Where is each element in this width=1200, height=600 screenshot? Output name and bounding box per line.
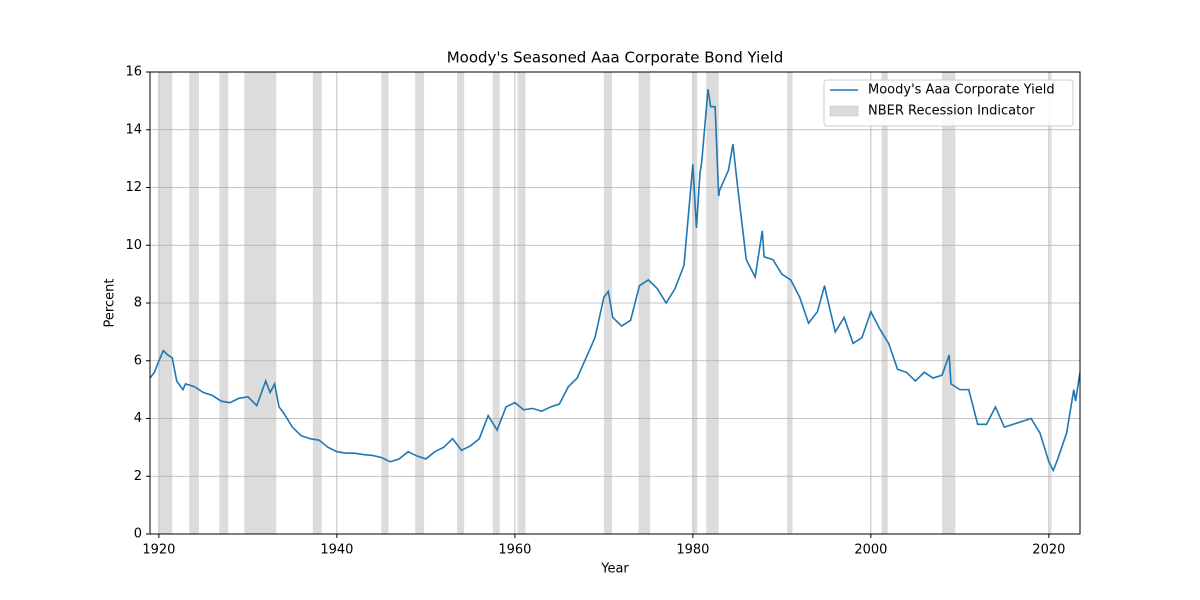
legend-swatch bbox=[829, 105, 859, 117]
legend-label: NBER Recession Indicator bbox=[868, 104, 1035, 119]
y-tick-label: 12 bbox=[125, 180, 142, 195]
x-tick-label: 2020 bbox=[1032, 543, 1065, 558]
y-tick-label: 16 bbox=[125, 65, 142, 80]
y-tick-label: 14 bbox=[125, 122, 142, 137]
y-tick-label: 4 bbox=[134, 411, 142, 426]
x-tick-label: 1920 bbox=[142, 543, 175, 558]
x-axis-label: Year bbox=[600, 562, 629, 577]
y-tick-label: 2 bbox=[134, 469, 142, 484]
x-tick-label: 1940 bbox=[320, 543, 353, 558]
legend-box bbox=[823, 79, 1074, 127]
y-tick-label: 0 bbox=[134, 527, 142, 542]
y-axis-label: Percent bbox=[103, 279, 118, 328]
y-tick-label: 6 bbox=[134, 353, 142, 368]
x-tick-label: 2000 bbox=[854, 543, 887, 558]
plot-frame bbox=[149, 71, 1081, 535]
data-line bbox=[149, 89, 1081, 473]
legend-label: Moody's Aaa Corporate Yield bbox=[868, 83, 1055, 98]
x-tick-label: 1980 bbox=[676, 543, 709, 558]
x-tick-label: 1960 bbox=[498, 543, 531, 558]
chart-title: Moody's Seasoned Aaa Corporate Bond Yiel… bbox=[447, 49, 784, 67]
y-tick-label: 8 bbox=[134, 296, 142, 311]
y-tick-label: 10 bbox=[125, 238, 142, 253]
